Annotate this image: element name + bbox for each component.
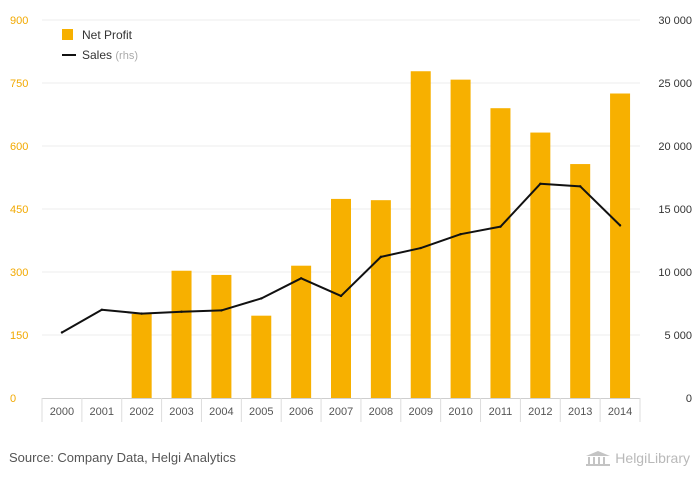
x-tick-label: 2001	[90, 406, 114, 418]
legend-label-sales-name: Sales	[82, 48, 112, 62]
legend: Net Profit Sales (rhs)	[62, 28, 138, 62]
y-left-tick-label: 750	[10, 78, 28, 90]
bar-net-profit	[410, 71, 431, 399]
point-sales	[499, 225, 502, 228]
y-left-tick-label: 900	[10, 15, 28, 27]
x-tick-label: 2003	[169, 406, 193, 418]
x-tick-label: 2006	[289, 406, 313, 418]
x-tick-label: 2000	[50, 406, 74, 418]
brand-name: HelgiLibrary	[615, 450, 690, 466]
y-left-tick-label: 300	[10, 267, 28, 279]
legend-label-sales: Sales (rhs)	[82, 48, 138, 62]
point-sales	[459, 233, 462, 236]
point-sales	[60, 331, 64, 334]
chart-svg: 0 150 300 450 600 750 900 0 5 000 10 000 15 000 20 …	[10, 15, 692, 422]
point-sales	[140, 312, 143, 315]
point-sales	[379, 255, 383, 259]
y-left-tick-label: 450	[10, 204, 28, 216]
bar-net-profit	[570, 164, 591, 398]
y-right-tick-label: 15 000	[658, 204, 692, 216]
bar-net-profit	[291, 265, 312, 398]
y-left-tick-label: 600	[10, 141, 28, 153]
x-tick-label: 2005	[249, 406, 273, 418]
library-building-icon	[586, 451, 611, 466]
bar-net-profit	[171, 270, 192, 398]
point-sales	[339, 294, 343, 298]
bar-net-profit	[450, 79, 471, 398]
x-tick-label: 2010	[448, 406, 472, 418]
point-sales	[299, 277, 303, 280]
y-right-tick-label: 25 000	[658, 78, 692, 90]
bar-net-profit	[131, 314, 152, 398]
point-sales	[419, 246, 422, 250]
bar-net-profit	[490, 108, 511, 398]
legend-swatch-net-profit	[62, 29, 73, 40]
point-sales	[618, 224, 622, 227]
y-left-tick-label: 150	[10, 330, 28, 342]
bar-net-profit	[211, 274, 232, 398]
legend-label-net-profit: Net Profit	[82, 28, 133, 42]
y-right-tick-label: 0	[686, 393, 692, 405]
bar-net-profit	[530, 132, 551, 398]
x-tick-label: 2008	[369, 406, 393, 418]
bar-net-profit	[331, 198, 351, 398]
x-tick-label: 2009	[408, 406, 432, 418]
legend-label-sales-suffix: (rhs)	[115, 50, 138, 62]
bar-net-profit	[610, 93, 631, 398]
line-series	[60, 182, 622, 334]
x-tick-label: 2013	[568, 406, 592, 418]
bar-series	[131, 71, 631, 399]
point-sales	[260, 297, 263, 300]
point-sales	[100, 308, 104, 311]
point-sales	[539, 182, 542, 185]
point-sales	[220, 309, 223, 312]
y-left-tick-label: 0	[10, 393, 16, 405]
y-right-tick-label: 5 000	[664, 330, 692, 342]
y-right-tick-label: 20 000	[658, 141, 692, 153]
x-tick-label: 2007	[329, 406, 353, 418]
x-tick-label: 2012	[528, 406, 552, 418]
x-tick-label: 2014	[608, 406, 632, 418]
bar-net-profit	[251, 315, 272, 398]
brand-logo: HelgiLibrary	[585, 450, 690, 466]
bar-net-profit	[370, 200, 391, 398]
x-tick-label: 2011	[489, 406, 513, 418]
axes: 0 150 300 450 600 750 900 0 5 000 10 000 15 000 20 …	[10, 15, 692, 422]
point-sales	[579, 185, 582, 188]
point-sales	[180, 310, 183, 313]
y-right-tick-label: 30 000	[658, 15, 692, 27]
x-tick-label: 2004	[209, 406, 233, 418]
source-note: Source: Company Data, Helgi Analytics	[9, 450, 236, 465]
y-right-tick-label: 10 000	[658, 267, 692, 279]
x-tick-label: 2002	[129, 406, 153, 418]
